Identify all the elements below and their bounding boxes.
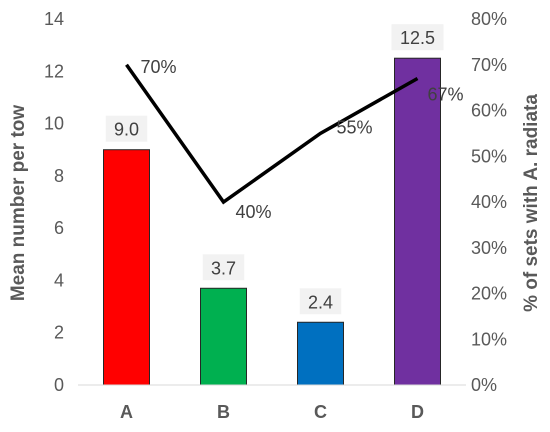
line-series [125,63,419,205]
line-data-label: 70% [141,57,177,77]
bar [200,287,247,386]
line-data-labels: 70% 40% 55% 67% [141,57,464,222]
y2-tick-label: 20% [471,284,507,304]
bar-data-label-box [202,254,245,281]
category-label: B [217,402,230,422]
percent-line [125,63,419,205]
bar-data-label: 3.7 [202,254,245,281]
y-tick-label: 0 [54,375,64,395]
y-tick-label: 10 [44,114,64,134]
category-label: A [120,402,133,422]
bar [103,149,150,386]
bar-data-label-text: 2.4 [308,292,333,312]
y2-tick-label: 40% [471,192,507,212]
line-data-label: 55% [337,117,373,137]
y-axis-title: Mean number per tow [8,105,29,302]
y-tick-label: 12 [44,61,64,81]
y-tick-label: 2 [54,323,64,343]
y-tick-label: 8 [54,166,64,186]
bar-data-label-text: 3.7 [211,258,236,278]
category-label: D [411,402,424,422]
y2-tick-label: 70% [471,55,507,75]
left-axis-ticks: 0 2 4 6 8 10 12 14 [44,9,64,395]
y-tick-label: 4 [54,270,64,290]
y2-tick-label: 60% [471,101,507,121]
bar-data-label: 12.5 [391,24,444,51]
bar-data-labels: 9.0 3.7 2.4 12.5 [105,24,444,315]
bar [297,321,344,386]
bar-data-label-text: 12.5 [400,28,435,48]
line-data-label: 40% [236,202,272,222]
y-tick-label: 14 [44,9,64,29]
bar-data-label-text: 9.0 [114,120,139,140]
line-data-label: 67% [428,84,464,104]
y2-tick-label: 10% [471,329,507,349]
y2-tick-label: 0% [471,375,497,395]
bar [394,57,441,386]
bar-data-label: 2.4 [299,288,342,315]
bar-series [103,57,441,386]
bar-data-label-box [391,24,444,51]
bar-data-label: 9.0 [105,115,148,142]
category-label: C [314,402,327,422]
y-tick-label: 6 [54,218,64,238]
y2-tick-label: 30% [471,238,507,258]
bar-data-label-box [299,288,342,315]
bar-data-label-box [105,115,148,142]
y2-tick-label: 50% [471,146,507,166]
y2-tick-label: 80% [471,9,507,29]
right-axis-ticks: 0% 10% 20% 30% 40% 50% 60% 70% 80% [471,9,507,395]
secondary-y-axis-title: % of sets with A. radiata [521,94,542,312]
category-labels: A B C D [120,402,424,422]
